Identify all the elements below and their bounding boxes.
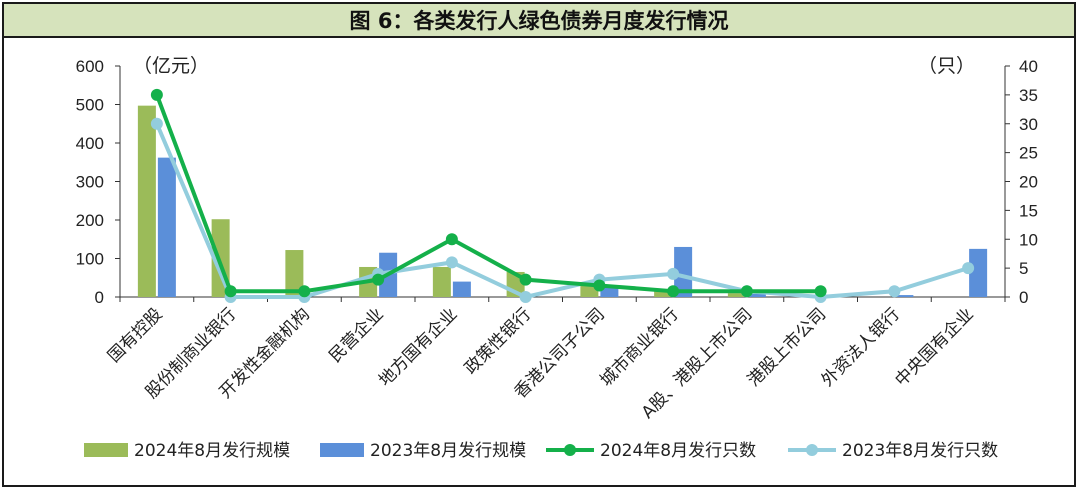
legend-swatch [320,443,364,457]
line-2024 [155,94,821,294]
right-tick-label: 25 [1019,144,1038,163]
bar-2023 [452,281,471,297]
left-tick-label: 200 [76,211,104,230]
left-tick-label: 500 [76,96,104,115]
marker-2023 [888,285,901,298]
marker-2024 [372,273,385,286]
legend-swatch [84,443,128,457]
marker-2024 [667,285,680,298]
marker-2024 [593,279,606,292]
marker-2023 [445,256,458,269]
category-label: 民营企业 [325,304,387,366]
left-unit-label: （亿元） [133,55,209,77]
category-label: 政策性银行 [461,304,535,378]
marker-2024 [814,285,827,298]
category-label: 地方国有企业 [375,304,461,390]
right-unit-label: （只） [918,55,975,77]
legend-label: 2023年8月发行只数 [842,441,998,461]
chart-title: 图 6：各类发行人绿色债券月度发行情况 [4,4,1074,38]
bar-2024 [285,250,304,297]
right-tick-label: 5 [1019,259,1028,278]
marker-2024 [519,273,532,286]
bar-2023 [969,248,988,297]
marker-2023 [519,291,532,303]
legend-label: 2023年8月发行规模 [370,441,526,461]
legend-marker [806,444,818,456]
bar-2024 [137,105,156,297]
left-tick-label: 100 [76,250,104,269]
left-tick-label: 400 [76,134,104,153]
right-tick-label: 10 [1019,230,1038,249]
bar-2024 [432,266,451,297]
right-tick-label: 15 [1019,201,1038,220]
bar-2024 [654,290,673,297]
bar-2023 [674,246,693,297]
marker-2024 [740,285,753,298]
bar-2024 [727,293,746,297]
left-tick-label: 300 [76,173,104,192]
marker-2023 [667,267,680,280]
marker-2024 [224,285,237,298]
legend-marker [564,444,576,456]
right-tick-label: 40 [1019,57,1038,76]
bar-2023 [157,157,176,297]
marker-2023 [150,117,163,130]
bar-2023 [895,295,914,297]
right-tick-label: 30 [1019,115,1038,134]
legend-label: 2024年8月发行规模 [134,441,290,461]
bar-2023 [600,287,619,297]
right-tick-label: 0 [1019,288,1028,307]
marker-2024 [445,233,458,246]
category-label: 外资法人银行 [818,304,904,390]
right-tick-label: 20 [1019,173,1038,192]
line-2023 [155,122,969,300]
category-label: 港股上市公司 [744,304,830,390]
category-label: 中央国有企业 [891,304,977,390]
marker-2024 [298,285,311,298]
left-tick-label: 600 [76,57,104,76]
marker-2024 [150,88,163,101]
category-label: 国有控股 [104,304,166,366]
marker-2023 [962,262,975,275]
legend-label: 2024年8月发行只数 [600,441,756,461]
bar-2023 [747,293,766,297]
left-tick-label: 0 [95,288,104,307]
bar-2024 [580,285,599,297]
right-tick-label: 35 [1019,86,1038,105]
